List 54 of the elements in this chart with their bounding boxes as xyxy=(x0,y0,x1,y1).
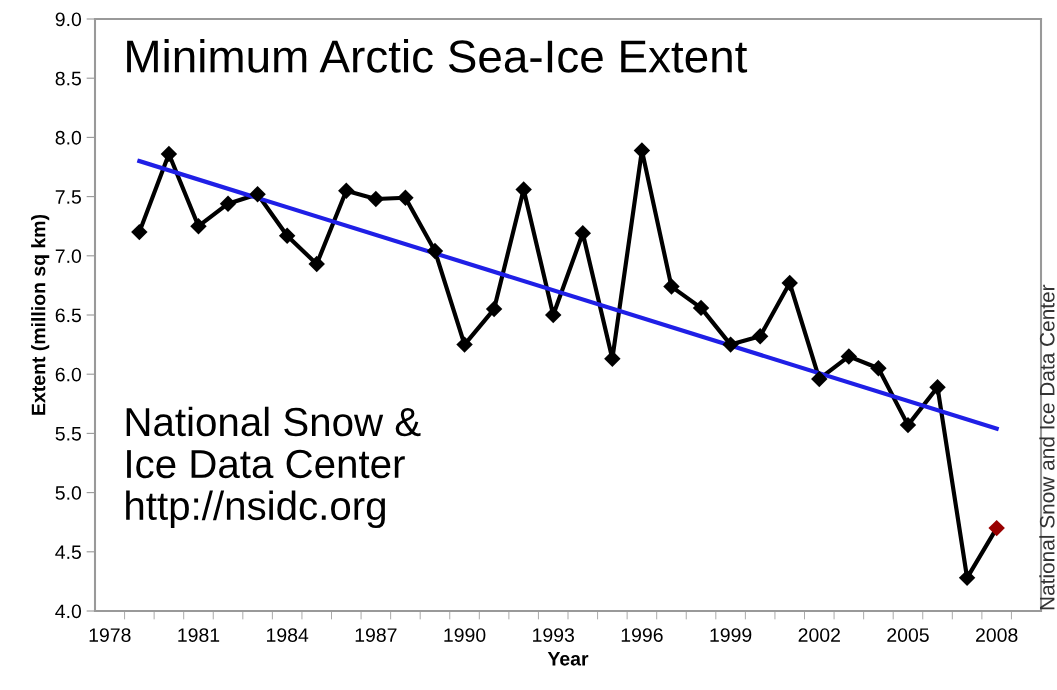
x-tick-label: 1987 xyxy=(355,628,397,642)
y-tick-label: 4.0 xyxy=(55,604,82,619)
x-tick-label: 1996 xyxy=(621,628,663,642)
point xyxy=(367,190,385,208)
point xyxy=(929,379,946,396)
point xyxy=(781,274,798,292)
point xyxy=(456,336,473,353)
point xyxy=(397,189,414,206)
point xyxy=(308,255,325,273)
point xyxy=(811,370,828,388)
point xyxy=(574,225,591,242)
point xyxy=(485,300,503,318)
y-tick-label: 6.0 xyxy=(55,367,82,382)
y-tick-label: 5.5 xyxy=(55,427,81,441)
y-tick-label: 5.0 xyxy=(55,486,82,500)
point xyxy=(663,278,680,295)
point xyxy=(751,328,769,345)
y-tick-label: 9.0 xyxy=(55,12,82,27)
x-tick-label: 1993 xyxy=(533,628,574,642)
y-tick-label: 8.5 xyxy=(55,71,81,86)
x-tick-label: 1999 xyxy=(710,628,752,642)
point xyxy=(219,195,237,212)
x-tick-label: 1978 xyxy=(89,628,131,642)
point xyxy=(338,182,355,199)
point xyxy=(278,227,296,244)
x-tick-label: 1981 xyxy=(178,628,220,642)
x-axis-title: Year xyxy=(547,652,589,666)
chart-title: Minimum Arctic Sea-Ice Extent xyxy=(127,39,748,73)
y-tick-label: 4.5 xyxy=(55,545,81,560)
point xyxy=(958,569,976,587)
point xyxy=(190,217,207,235)
x-tick-label: 2002 xyxy=(798,628,840,642)
x-tick-label: 1990 xyxy=(444,628,486,642)
point xyxy=(131,223,148,241)
point xyxy=(840,348,858,365)
annotation: National Snow & Ice Data Center http://nsidc.org xyxy=(126,406,421,529)
point xyxy=(426,242,444,260)
x-tick-label: 2008 xyxy=(976,628,1018,642)
x-tick-label: 1984 xyxy=(267,628,309,642)
annotation: National Snow and Ice Data Center xyxy=(1039,284,1055,610)
point xyxy=(899,416,917,434)
x-tick-label: 2005 xyxy=(887,628,929,642)
y-axis-title: Extent (million sq km) xyxy=(31,214,50,415)
point xyxy=(692,299,710,317)
y-tick-label: 7.5 xyxy=(55,190,81,204)
point xyxy=(870,360,887,377)
y-tick-label: 6.5 xyxy=(55,308,81,323)
point xyxy=(722,336,739,353)
point xyxy=(160,145,178,163)
point xyxy=(988,519,1005,537)
point xyxy=(545,306,562,324)
point xyxy=(249,186,266,203)
y-tick-label: 8.0 xyxy=(55,130,82,145)
y-tick-label: 7.0 xyxy=(55,249,82,264)
